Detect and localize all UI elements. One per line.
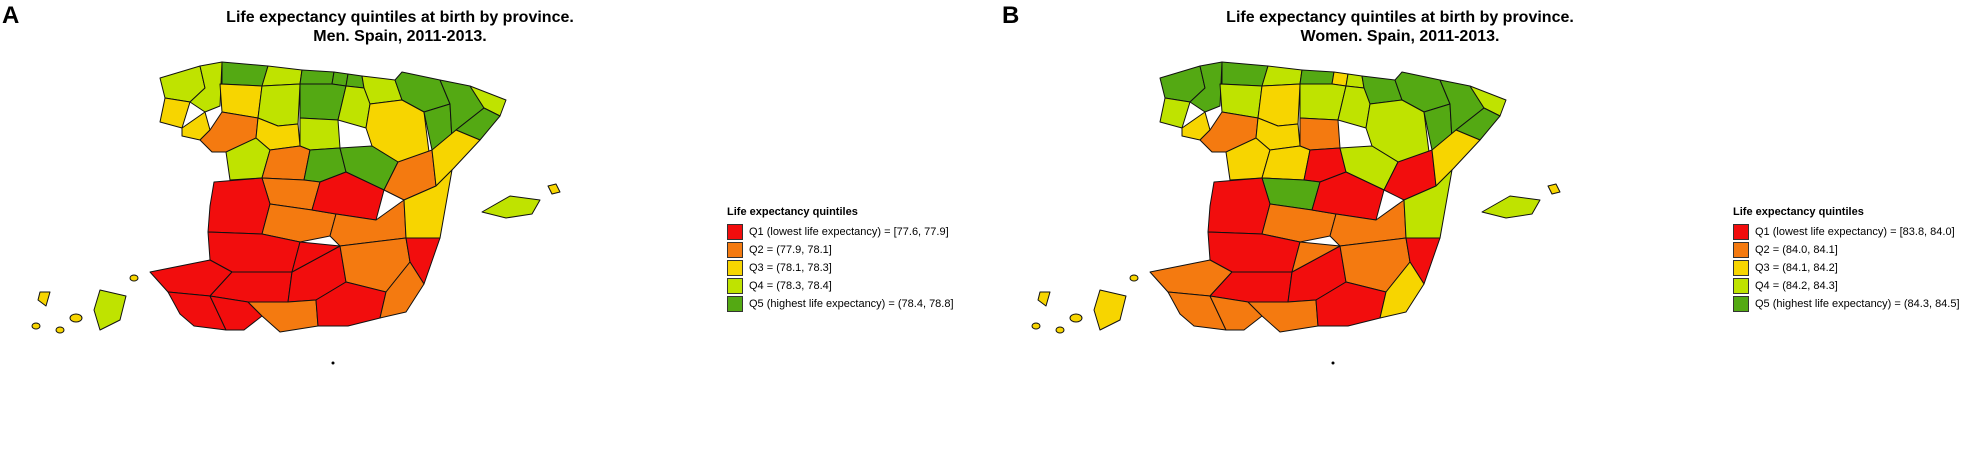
legend-item-q4: Q4 = (84.2, 84.3] bbox=[1733, 278, 1981, 294]
legend: Life expectancy quintiles Q1 (lowest lif… bbox=[727, 206, 1007, 314]
province-49 bbox=[547, 183, 561, 195]
map-title-line1: Life expectancy quintiles at birth by pr… bbox=[1226, 9, 1574, 26]
map-title-line1: Life expectancy quintiles at birth by pr… bbox=[226, 9, 574, 26]
legend-swatch-q5 bbox=[1733, 296, 1749, 312]
province-51 bbox=[1093, 289, 1127, 331]
province-40 bbox=[291, 241, 341, 273]
legend-swatch-q3 bbox=[727, 260, 743, 276]
map-title: Life expectancy quintiles at birth by pr… bbox=[0, 8, 800, 46]
legend-label-q4: Q4 = (84.2, 84.3] bbox=[1755, 280, 1838, 292]
legend-title: Life expectancy quintiles bbox=[727, 206, 858, 218]
province-40 bbox=[1291, 241, 1341, 273]
island-fragment-4 bbox=[31, 322, 41, 330]
city-dot bbox=[331, 361, 335, 365]
legend-item-q2: Q2 = (84.0, 84.1] bbox=[1733, 242, 1981, 258]
province-6 bbox=[261, 65, 303, 87]
province-47 bbox=[1379, 261, 1425, 319]
province-50 bbox=[1037, 291, 1051, 307]
province-14 bbox=[1337, 85, 1371, 129]
province-12 bbox=[257, 83, 301, 127]
island-fragment-2 bbox=[1055, 326, 1065, 334]
province-43 bbox=[1167, 291, 1227, 331]
island-fragment-4 bbox=[1031, 322, 1041, 330]
legend-label-q5: Q5 (highest life expectancy) = (84.3, 84… bbox=[1755, 298, 1960, 310]
map-title: Life expectancy quintiles at birth by pr… bbox=[1000, 8, 1800, 46]
island-fragment-1 bbox=[69, 313, 83, 323]
island-fragment-2 bbox=[55, 326, 65, 334]
province-36 bbox=[403, 169, 453, 239]
province-30 bbox=[1431, 129, 1481, 187]
province-50 bbox=[37, 291, 51, 307]
legend-swatch-q1 bbox=[727, 224, 743, 240]
legend-label-q3: Q3 = (78.1, 78.3] bbox=[749, 262, 832, 274]
legend-label-q2: Q2 = (84.0, 84.1] bbox=[1755, 244, 1838, 256]
legend-item-q5: Q5 (highest life expectancy) = (78.4, 78… bbox=[727, 296, 1007, 312]
island-fragment-3 bbox=[129, 274, 139, 282]
legend-item-q4: Q4 = (78.3, 78.4] bbox=[727, 278, 1007, 294]
province-7 bbox=[299, 69, 335, 85]
province-25 bbox=[261, 145, 311, 181]
legend-item-q2: Q2 = (77.9, 78.1] bbox=[727, 242, 1007, 258]
legend-item-q5: Q5 (highest life expectancy) = (84.3, 84… bbox=[1733, 296, 1981, 312]
legend-swatch-q4 bbox=[727, 278, 743, 294]
legend-label-q3: Q3 = (84.1, 84.2] bbox=[1755, 262, 1838, 274]
legend-item-q3: Q3 = (78.1, 78.3] bbox=[727, 260, 1007, 276]
province-25 bbox=[1261, 145, 1311, 181]
province-14 bbox=[337, 85, 371, 129]
legend-swatch-q2 bbox=[1733, 242, 1749, 258]
legend-swatch-q2 bbox=[727, 242, 743, 258]
map-title-line2: Women. Spain, 2011-2013. bbox=[1300, 28, 1500, 45]
province-2 bbox=[1159, 97, 1191, 129]
legend-label-q1: Q1 (lowest life expectancy) = [77.6, 77.… bbox=[749, 226, 949, 238]
legend-title: Life expectancy quintiles bbox=[1733, 206, 1864, 218]
panel-letter: A bbox=[2, 2, 20, 29]
province-5 bbox=[221, 61, 269, 87]
province-47 bbox=[379, 261, 425, 319]
legend-label-q2: Q2 = (77.9, 78.1] bbox=[749, 244, 832, 256]
province-48 bbox=[481, 195, 541, 219]
province-5 bbox=[1221, 61, 1269, 87]
province-44 bbox=[209, 295, 263, 331]
province-18 bbox=[1299, 117, 1341, 151]
legend-label-q1: Q1 (lowest life expectancy) = [83.8, 84.… bbox=[1755, 226, 1955, 238]
province-31 bbox=[1207, 177, 1271, 235]
legend-swatch-q4 bbox=[1733, 278, 1749, 294]
spain-province-map bbox=[1031, 61, 1561, 365]
legend-label-q5: Q5 (highest life expectancy) = (78.4, 78… bbox=[749, 298, 954, 310]
panel-letter: B bbox=[1002, 2, 1020, 29]
panel-men: A Life expectancy quintiles at birth by … bbox=[0, 0, 990, 464]
province-49 bbox=[1547, 183, 1561, 195]
legend-swatch-q3 bbox=[1733, 260, 1749, 276]
legend-swatch-q1 bbox=[1733, 224, 1749, 240]
legend-label-q4: Q4 = (78.3, 78.4] bbox=[749, 280, 832, 292]
island-fragment-1 bbox=[1069, 313, 1083, 323]
city-dot bbox=[1331, 361, 1335, 365]
legend: Life expectancy quintiles Q1 (lowest lif… bbox=[1733, 206, 1981, 314]
spain-province-map bbox=[31, 61, 561, 365]
province-44 bbox=[1209, 295, 1263, 331]
province-36 bbox=[1403, 169, 1453, 239]
province-12 bbox=[1257, 83, 1301, 127]
panel-women: B Life expectancy quintiles at birth by … bbox=[1000, 0, 1981, 464]
province-48 bbox=[1481, 195, 1541, 219]
province-7 bbox=[1299, 69, 1335, 85]
province-18 bbox=[299, 117, 341, 151]
legend-item-q3: Q3 = (84.1, 84.2] bbox=[1733, 260, 1981, 276]
island-fragment-3 bbox=[1129, 274, 1139, 282]
province-43 bbox=[167, 291, 227, 331]
map-title-line2: Men. Spain, 2011-2013. bbox=[313, 28, 487, 45]
province-51 bbox=[93, 289, 127, 331]
province-2 bbox=[159, 97, 191, 129]
province-6 bbox=[1261, 65, 1303, 87]
province-30 bbox=[431, 129, 481, 187]
legend-item-q1: Q1 (lowest life expectancy) = [77.6, 77.… bbox=[727, 224, 1007, 240]
legend-item-q1: Q1 (lowest life expectancy) = [83.8, 84.… bbox=[1733, 224, 1981, 240]
province-31 bbox=[207, 177, 271, 235]
legend-swatch-q5 bbox=[727, 296, 743, 312]
